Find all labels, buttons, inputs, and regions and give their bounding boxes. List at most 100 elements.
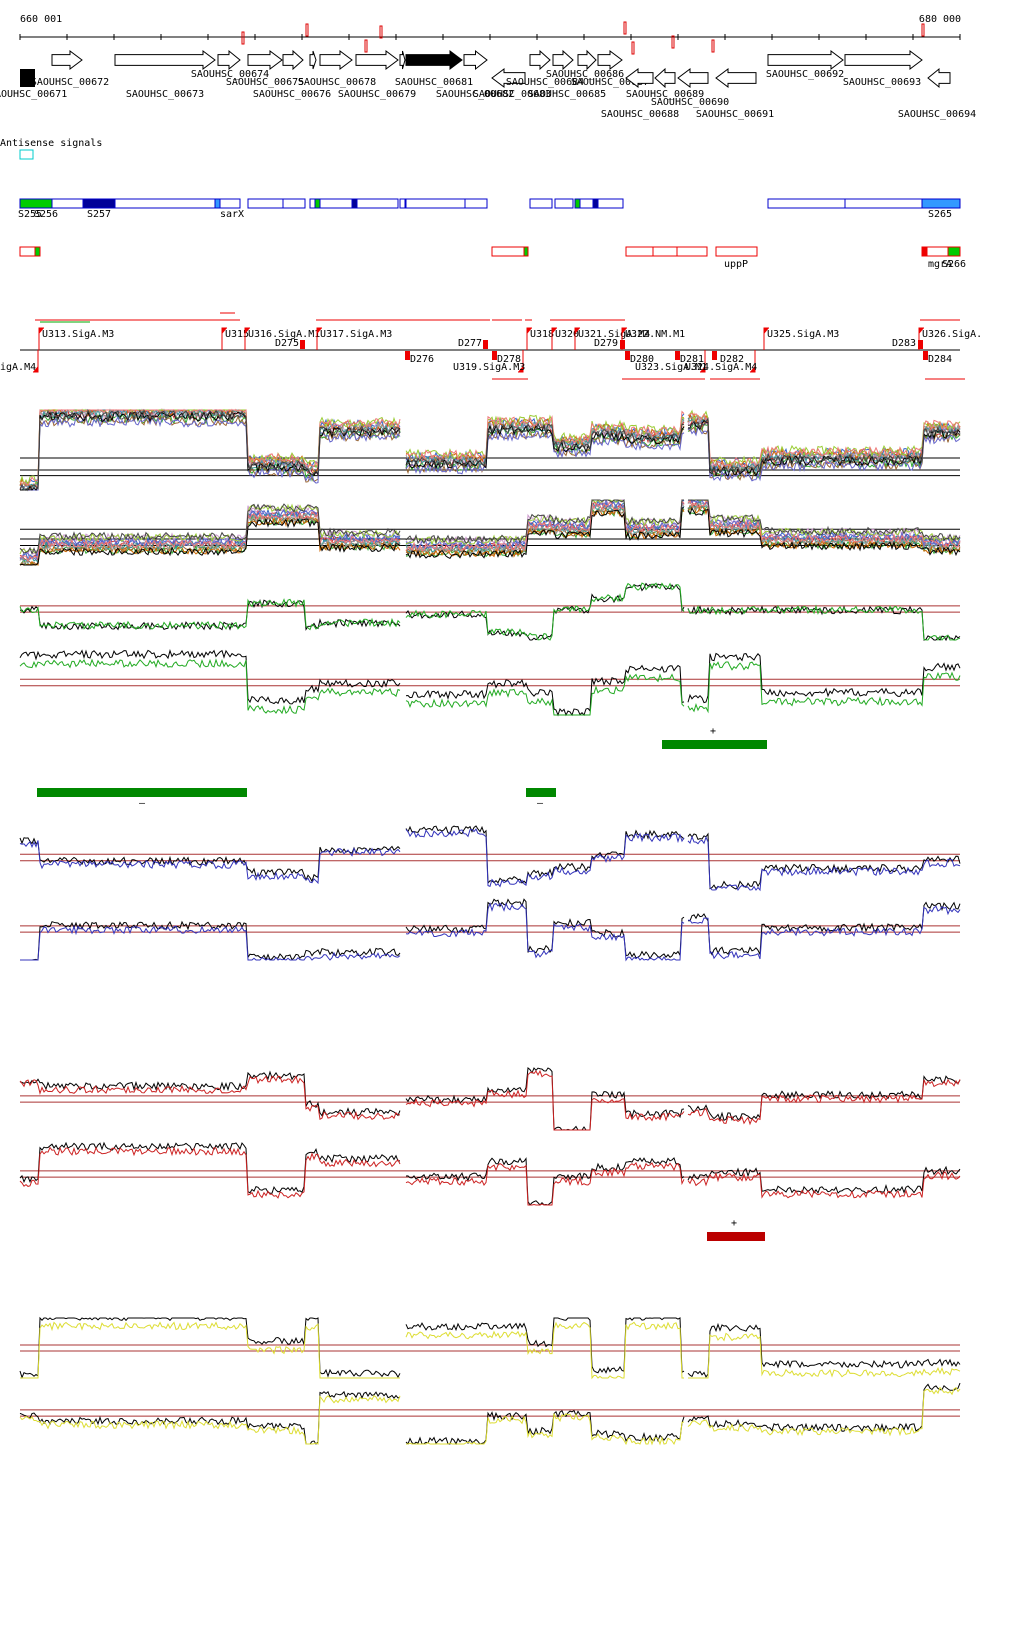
axis-marker <box>379 25 383 39</box>
promoter-tip <box>764 328 769 334</box>
axis-marker <box>623 21 627 35</box>
strand-bar <box>37 788 247 797</box>
red-segment <box>34 246 41 257</box>
terminator-label: D280 <box>630 354 654 365</box>
red-segment <box>523 246 529 257</box>
segment <box>399 198 406 209</box>
signal-line <box>19 1146 961 1206</box>
axis-marker <box>241 31 245 45</box>
segment <box>219 198 241 209</box>
gene <box>577 49 597 71</box>
terminator <box>675 351 680 360</box>
strand-sign: – <box>139 798 146 809</box>
promoter-label: U317.SigA.M3 <box>320 329 392 340</box>
signal-line <box>19 499 961 563</box>
terminator-label: D279 <box>594 338 618 349</box>
segment <box>529 198 553 209</box>
axis-start: 660 001 <box>20 14 62 25</box>
gene-label: SAOUHSC_00694 <box>898 109 976 120</box>
segment <box>51 198 84 209</box>
promoter-tip <box>518 366 523 372</box>
gene-label: SAOUHSC_00688 <box>601 109 679 120</box>
red-segment <box>947 246 961 257</box>
red-segment <box>652 246 678 257</box>
promoter-label: U324.SigA.M4 <box>685 362 757 373</box>
promoter-tip <box>622 328 627 334</box>
segment <box>282 198 306 209</box>
signal-line <box>19 498 961 556</box>
signal-line <box>19 825 961 890</box>
red-segment-label: mgrA <box>928 259 952 270</box>
segment <box>114 198 216 209</box>
promoter-tip <box>222 328 227 334</box>
axis-marker <box>711 39 715 53</box>
signal-line <box>19 1067 961 1131</box>
promoter-tip <box>919 328 924 334</box>
terminator-label: D278 <box>497 354 521 365</box>
gene <box>927 67 951 89</box>
segment-label: S257 <box>87 209 111 220</box>
gene <box>625 68 654 88</box>
gene-label: SAOUHSC_00687 <box>571 77 649 88</box>
axis-end: 680 000 <box>919 14 961 25</box>
promoter-tip <box>527 328 532 334</box>
red-segment-label: uppP <box>724 259 748 270</box>
gene-label: SAOUHSC_00674 <box>191 69 269 80</box>
signal-line <box>19 409 961 486</box>
gene-label: SAOUHSC_00684 <box>506 77 584 88</box>
gene <box>552 49 574 71</box>
gene <box>217 49 241 71</box>
segment <box>314 198 321 209</box>
strand-sign: + <box>710 726 716 737</box>
red-segment <box>676 246 708 257</box>
gene <box>715 68 757 88</box>
promoter-label: U323.SigA.M1 <box>635 362 707 373</box>
segment <box>597 198 624 209</box>
gene-label: SAOUHSC_00676 <box>253 89 331 100</box>
promoter-tip <box>575 328 580 334</box>
gene-label: SAOUHSC_00679 <box>338 89 416 100</box>
segment <box>767 198 846 209</box>
promoter-label: U315 <box>225 329 249 340</box>
promoter-label: U321.SigA.M4 <box>578 329 650 340</box>
segment <box>464 198 488 209</box>
strand-bar <box>662 740 767 749</box>
promoter-label: U319.SigA.M3 <box>453 362 525 373</box>
signal-line <box>19 1069 961 1131</box>
axis-marker <box>364 39 368 53</box>
promoter-label: U326.SigA. <box>922 329 982 340</box>
gene <box>319 50 353 70</box>
signal-line <box>19 582 961 642</box>
red-segment-label: S266 <box>942 259 966 270</box>
red-segment <box>625 246 654 257</box>
gene <box>677 68 709 88</box>
signal-line <box>19 1316 961 1379</box>
axis-marker <box>631 41 635 55</box>
segment <box>579 198 594 209</box>
promoter-label: U318 <box>530 329 554 340</box>
promoter-label: U325.SigA.M3 <box>767 329 839 340</box>
terminator-label: D281 <box>680 354 704 365</box>
segment <box>921 198 961 209</box>
gene <box>20 69 35 87</box>
gene-label: SAOUHSC_00675 <box>226 77 304 88</box>
gene <box>529 49 551 71</box>
segment <box>351 198 358 209</box>
strand-bar <box>526 788 556 797</box>
promoter-label: U322.NM.M1 <box>625 329 685 340</box>
signal-line <box>19 506 961 566</box>
terminator-label: D283 <box>892 338 916 349</box>
terminator <box>712 351 717 360</box>
strand-sign: – <box>537 798 544 809</box>
segment <box>309 198 316 209</box>
terminator <box>492 351 497 360</box>
promoter-tip <box>700 366 705 372</box>
terminator-label: D277 <box>458 338 482 349</box>
gene-label: SAOUHSC_00692 <box>766 69 844 80</box>
strand-sign: + <box>731 1218 737 1229</box>
segment <box>592 198 599 209</box>
promoter-label: igA.M4 <box>0 362 36 373</box>
gene <box>114 50 216 70</box>
segment <box>405 198 466 209</box>
red-segment <box>491 246 525 257</box>
